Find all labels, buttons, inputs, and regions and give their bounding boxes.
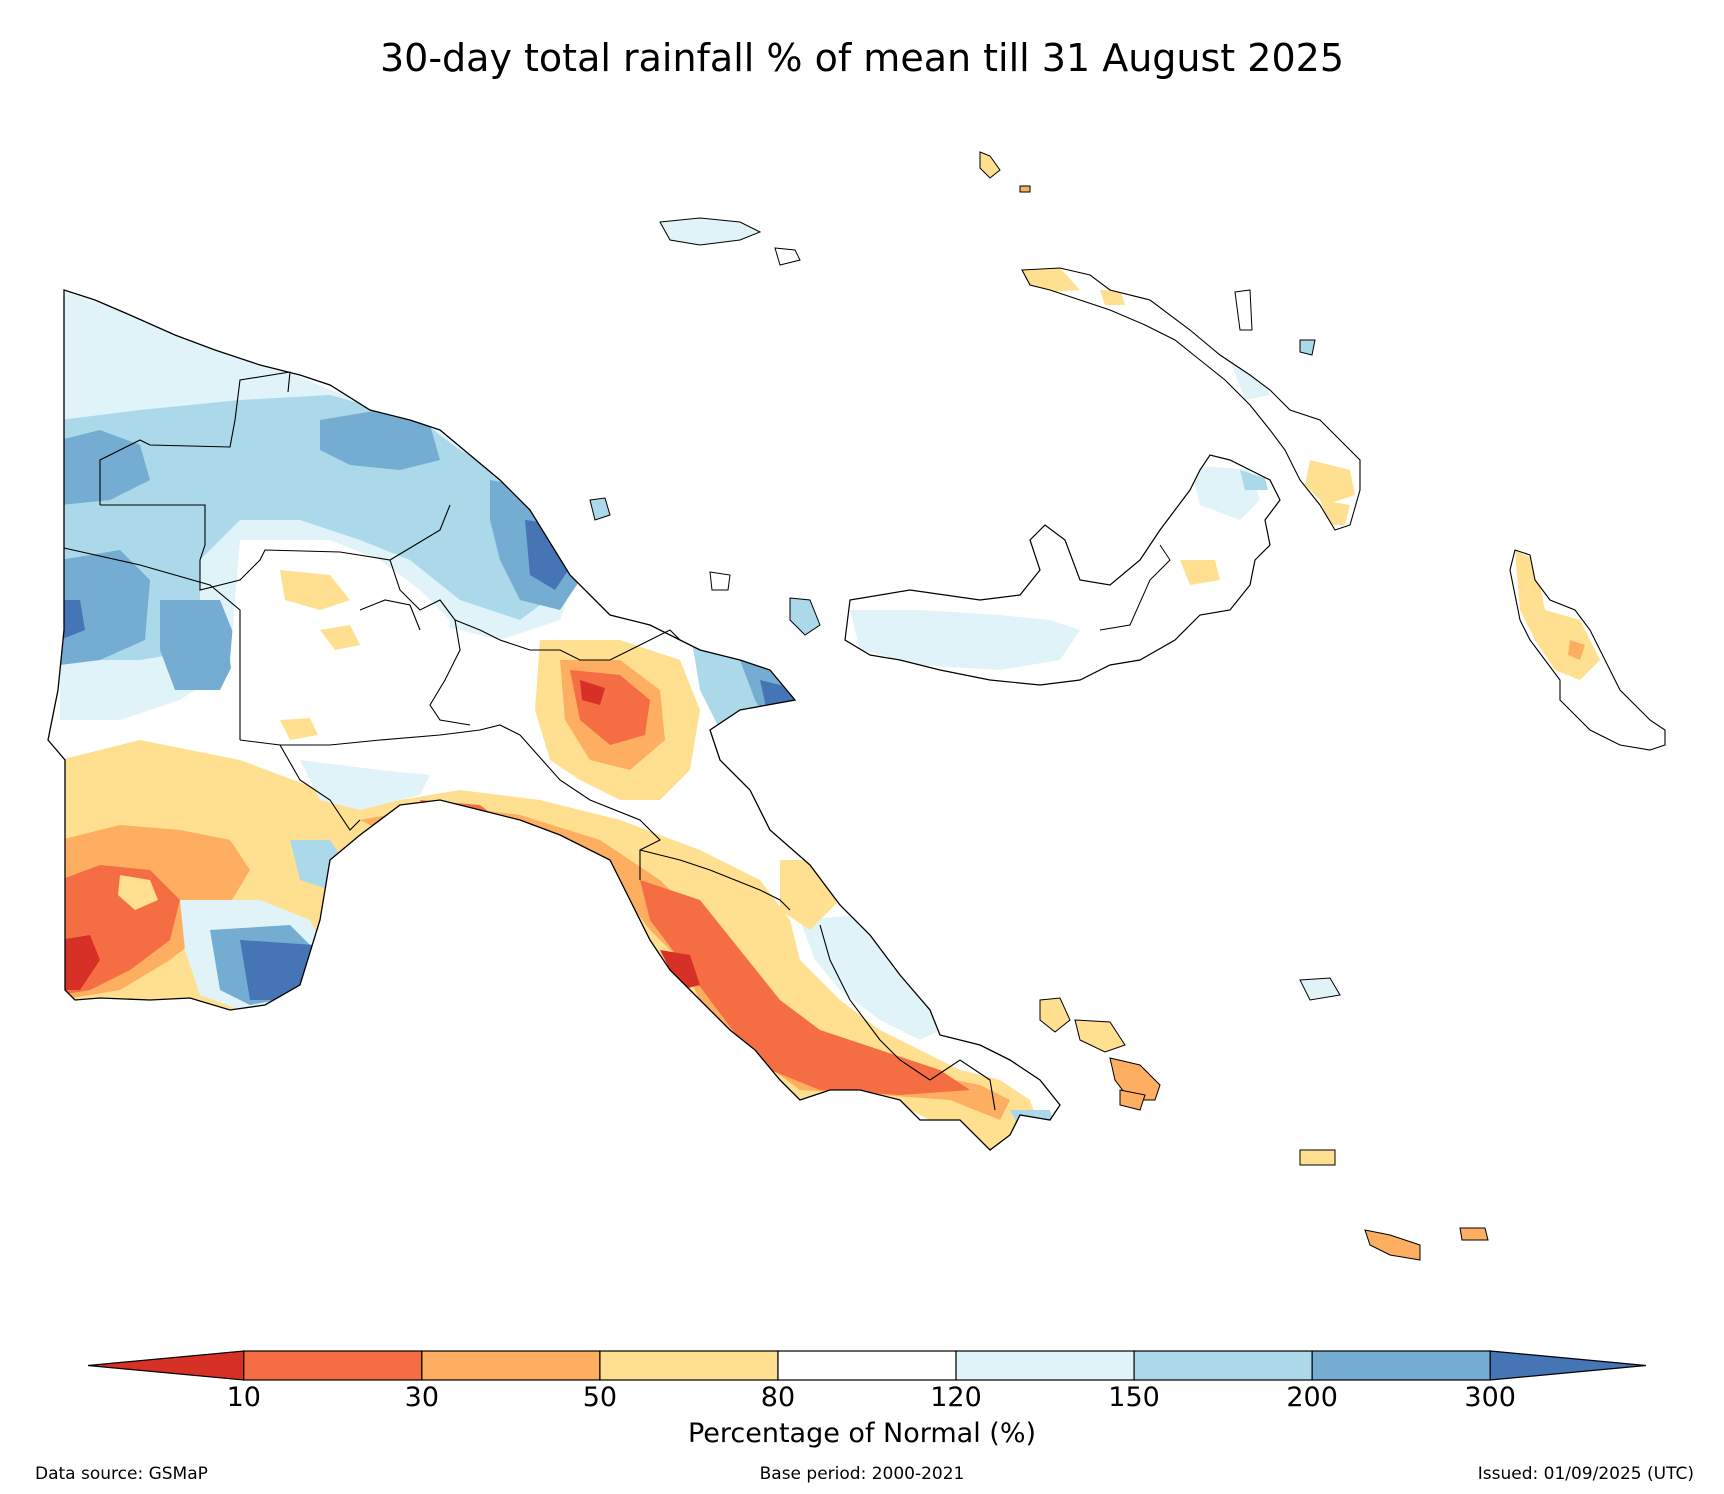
base-period-label: Base period: 2000-2021 <box>759 1464 965 1484</box>
colorbar-tick-label: 200 <box>1286 1382 1338 1413</box>
colorbar-extend-low <box>87 1350 245 1381</box>
colorbar-segment <box>777 1350 957 1381</box>
colorbar-segment <box>599 1350 779 1381</box>
issued-date-label: Issued: 01/09/2025 (UTC) <box>1477 1464 1694 1484</box>
colorbar-tick-label: 50 <box>582 1382 618 1413</box>
data-source-label: Data source: GSMaP <box>35 1464 208 1484</box>
colorbar-tick-label: 30 <box>404 1382 440 1413</box>
colorbar-tick-label: 10 <box>226 1382 261 1413</box>
colorbar-segment <box>421 1350 601 1381</box>
colorbar-segment <box>1133 1350 1313 1381</box>
mainland-rainfall-shading <box>48 290 1060 1150</box>
province-boundaries <box>63 371 996 1111</box>
new-britain-shading <box>845 455 1280 685</box>
colorbar-segment <box>243 1350 423 1381</box>
northern-islands <box>589 289 1316 636</box>
bougainville-coastline <box>1509 549 1666 751</box>
colorbar-segment <box>1311 1350 1491 1381</box>
colorbar-segment <box>955 1350 1135 1381</box>
mainland-coastline <box>47 289 1061 1151</box>
map-title: 30-day total rainfall % of mean till 31 … <box>379 36 1344 80</box>
colorbar-extend-high <box>1489 1350 1647 1381</box>
colorbar-tick-label: 150 <box>1108 1382 1160 1413</box>
colorbar-tick-label: 80 <box>760 1382 796 1413</box>
manus-and-admiralty-islands <box>659 151 1031 266</box>
colorbar <box>87 1350 1647 1381</box>
colorbar-tick-label: 120 <box>930 1382 982 1413</box>
colorbar-tick-label: 300 <box>1464 1382 1516 1413</box>
bougainville-shading <box>1510 550 1665 750</box>
milne-bay-islands <box>1039 977 1489 1261</box>
colorbar-title: Percentage of Normal (%) <box>687 1418 1037 1449</box>
new-ireland-coastline <box>1021 267 1361 531</box>
new-britain-boundary <box>1099 544 1171 631</box>
new-britain-coastline <box>844 454 1281 686</box>
